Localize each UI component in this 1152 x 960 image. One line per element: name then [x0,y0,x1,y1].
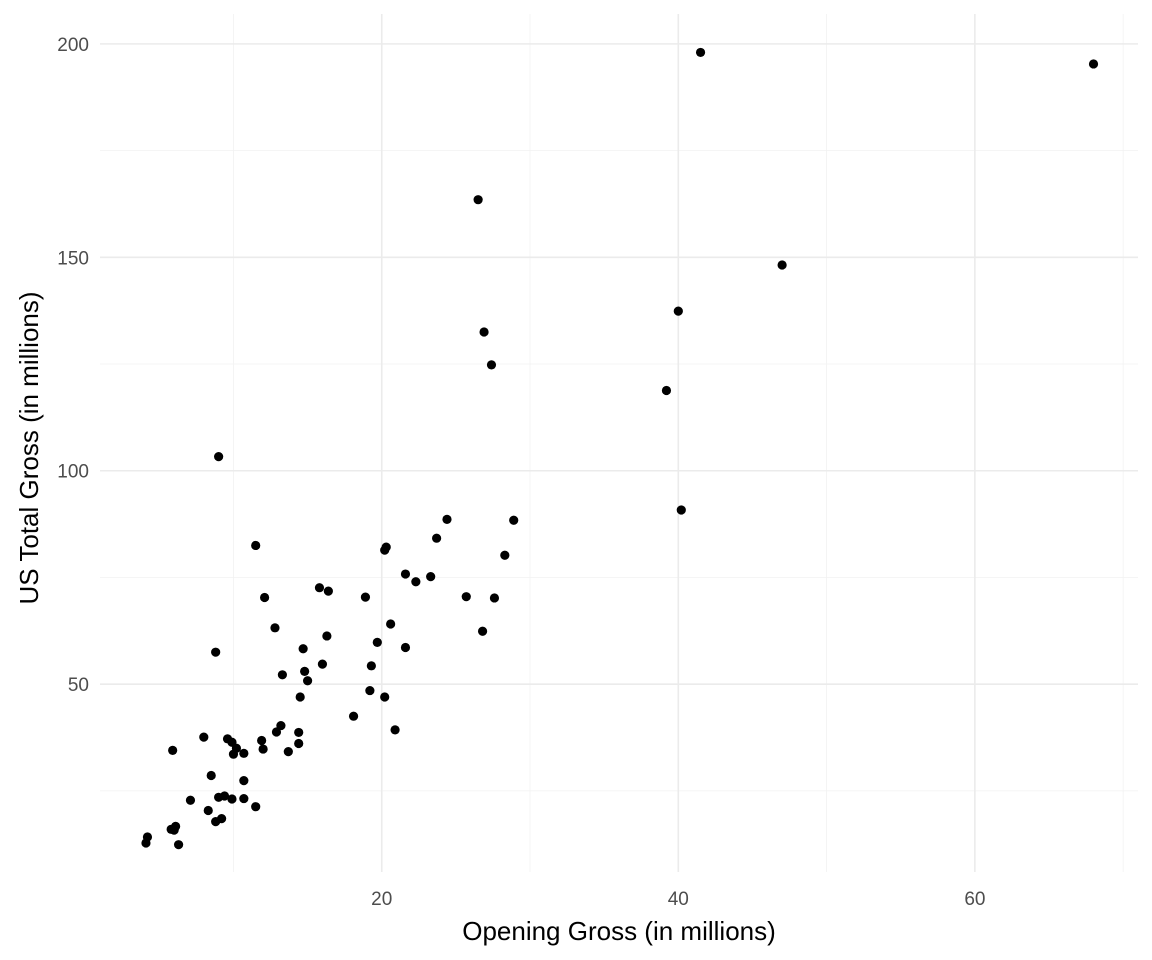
scatter-point [366,661,376,671]
scatter-point [676,505,686,515]
scatter-point [258,744,268,754]
scatter-point [239,793,249,804]
scatter-point [390,725,400,735]
scatter-point [298,644,308,654]
scatter-point [211,647,221,657]
y-tick-label: 150 [57,248,89,269]
scatter-point [500,550,510,560]
scatter-point [283,747,293,757]
scatter-point [303,676,313,686]
scatter-point [141,838,151,848]
scatter-point [317,659,328,669]
scatter-point [461,592,471,602]
scatter-point [372,637,382,647]
y-tick-label: 50 [68,675,89,696]
scatter-point [661,385,672,396]
scatter-point [211,817,221,827]
x-tick-label: 60 [964,889,985,910]
scatter-point [251,540,261,551]
scatter-point [199,732,209,742]
scatter-point [400,642,411,653]
scatter-point [294,738,304,749]
scatter-point [477,626,488,636]
scatter-point [295,692,305,702]
scatter-point [386,619,396,629]
scatter-point [348,711,359,721]
scatter-point [270,623,280,633]
scatter-point [257,735,267,746]
scatter-point [365,685,375,696]
scatter-point [426,572,436,582]
scatter-point [323,586,333,596]
scatter-point [169,825,179,835]
scatter-point [185,795,196,805]
scatter-point [259,592,270,603]
scatter-point [479,327,489,337]
x-tick-label: 40 [668,889,689,910]
scatter-point [400,569,411,579]
scatter-point [168,745,178,755]
scatter-point [314,583,325,593]
scatter-point [300,666,310,676]
scatter-point [294,727,304,738]
tick-labels: 20 40 60 50 100 150 200 [57,35,985,910]
scatter-point [411,577,421,587]
scatter-point [227,794,237,804]
scatter-point [432,533,442,543]
x-axis-title: Opening Gross (in millions) [462,916,776,946]
scatter-point [322,631,332,641]
data-points [141,47,1099,850]
scatter-point [271,727,282,737]
scatter-point [380,545,390,555]
scatter-point [777,260,787,270]
scatter-point [228,749,239,759]
y-axis-title: US Total Gross (in millions) [14,291,44,604]
scatter-point [673,306,683,316]
scatter-point [173,840,184,850]
scatter-point [695,47,706,58]
grid-lines [100,14,1138,872]
scatter-point [277,670,287,680]
scatter-point [509,515,519,525]
y-tick-label: 200 [57,35,89,56]
scatter-point [206,770,216,781]
scatter-point [442,514,452,525]
scatter-point [214,792,224,802]
scatter-point [473,195,483,205]
y-tick-label: 100 [57,462,89,483]
x-tick-label: 20 [371,889,392,910]
scatter-point [276,720,286,731]
scatter-point [380,692,390,702]
scatter-point [489,593,500,603]
scatter-point [486,360,497,370]
scatter-point [239,776,249,786]
scatter-point [251,802,261,812]
scatter-point [1088,59,1099,69]
scatter-point [239,748,249,758]
scatter-point [214,452,224,462]
scatter-point [203,805,213,816]
scatter-point [360,592,371,602]
